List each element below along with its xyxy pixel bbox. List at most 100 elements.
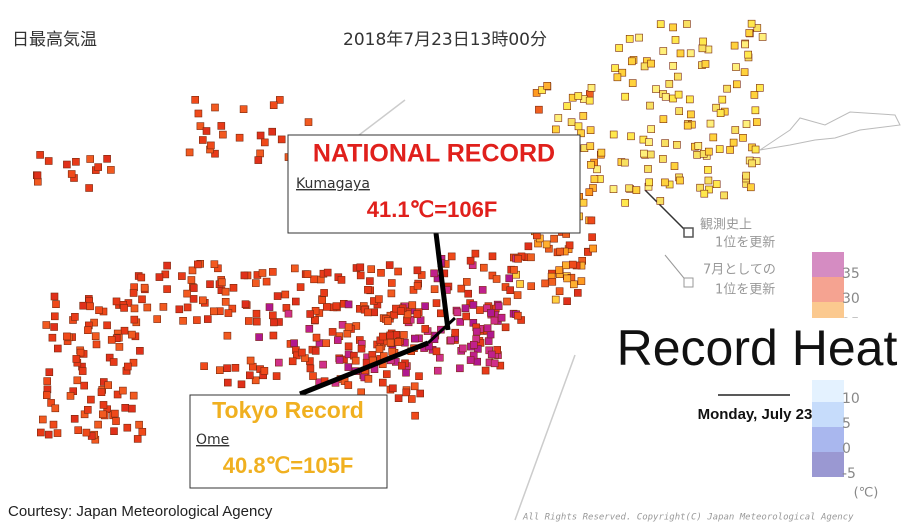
station	[394, 338, 403, 346]
station	[683, 20, 691, 28]
station	[254, 156, 263, 164]
station	[620, 158, 629, 167]
station	[130, 304, 139, 313]
station	[133, 435, 142, 443]
station	[430, 285, 439, 294]
station	[483, 304, 491, 313]
station	[343, 329, 352, 338]
station	[497, 313, 506, 322]
station	[550, 234, 558, 243]
station	[751, 145, 760, 154]
station	[563, 274, 572, 283]
station	[188, 266, 197, 275]
copyright: All Rights Reserved. Copyright(C) Japan …	[522, 513, 854, 523]
station	[586, 126, 595, 134]
station	[185, 148, 194, 157]
station	[137, 273, 146, 282]
station	[240, 271, 249, 280]
station	[42, 391, 51, 400]
station	[621, 92, 630, 101]
station	[97, 388, 106, 397]
station	[320, 289, 328, 297]
station	[744, 50, 753, 59]
station	[344, 342, 353, 351]
station	[674, 90, 683, 99]
station	[269, 331, 278, 340]
station	[732, 80, 741, 89]
station	[128, 330, 136, 339]
station	[474, 345, 482, 353]
station	[67, 170, 76, 178]
station	[402, 368, 410, 377]
station	[364, 308, 372, 317]
station	[587, 161, 595, 169]
station	[417, 271, 426, 279]
station	[435, 353, 444, 362]
station	[175, 305, 184, 314]
station	[524, 242, 533, 251]
timestamp: 2018年7月23日13時00分	[343, 30, 547, 50]
station	[503, 297, 511, 306]
station	[723, 84, 731, 93]
station	[466, 256, 475, 265]
station	[351, 356, 360, 365]
station	[277, 135, 286, 144]
station	[84, 405, 92, 414]
station	[298, 348, 306, 357]
station	[260, 366, 269, 375]
station	[246, 371, 254, 380]
station	[44, 430, 53, 439]
scale-band	[812, 277, 844, 302]
station	[94, 420, 102, 429]
station	[587, 84, 596, 92]
station	[487, 350, 496, 359]
station	[561, 261, 570, 270]
station	[265, 303, 274, 311]
station	[712, 180, 721, 188]
station	[687, 110, 695, 119]
station	[640, 149, 648, 158]
station	[543, 82, 552, 90]
record-icon	[683, 227, 694, 238]
station	[105, 353, 114, 362]
station	[377, 268, 385, 277]
station	[694, 142, 703, 150]
station	[732, 63, 740, 71]
station	[72, 355, 81, 363]
station	[574, 92, 583, 100]
station	[745, 29, 754, 37]
station	[611, 64, 619, 72]
station	[251, 376, 260, 385]
station	[221, 297, 230, 306]
station	[45, 368, 54, 377]
station	[332, 302, 341, 310]
station	[516, 280, 524, 288]
station	[421, 325, 430, 333]
scale-label: 30	[842, 291, 860, 307]
station	[410, 382, 419, 391]
station	[587, 216, 596, 225]
station	[153, 315, 161, 323]
station	[200, 362, 208, 371]
station	[625, 34, 634, 43]
station	[290, 264, 299, 273]
station	[574, 122, 583, 131]
station	[356, 263, 365, 272]
station	[63, 160, 71, 169]
station	[565, 241, 574, 250]
station	[646, 150, 655, 159]
station	[194, 109, 203, 118]
station	[48, 333, 57, 342]
station	[433, 366, 442, 375]
station	[618, 68, 627, 77]
station	[239, 105, 248, 113]
station	[163, 285, 171, 293]
station	[337, 276, 346, 284]
station	[696, 183, 704, 192]
legend-line: 7月としての	[703, 263, 776, 278]
station	[748, 159, 756, 168]
station	[273, 292, 282, 300]
record-icon	[683, 277, 694, 288]
station	[187, 276, 196, 284]
station	[615, 44, 623, 52]
